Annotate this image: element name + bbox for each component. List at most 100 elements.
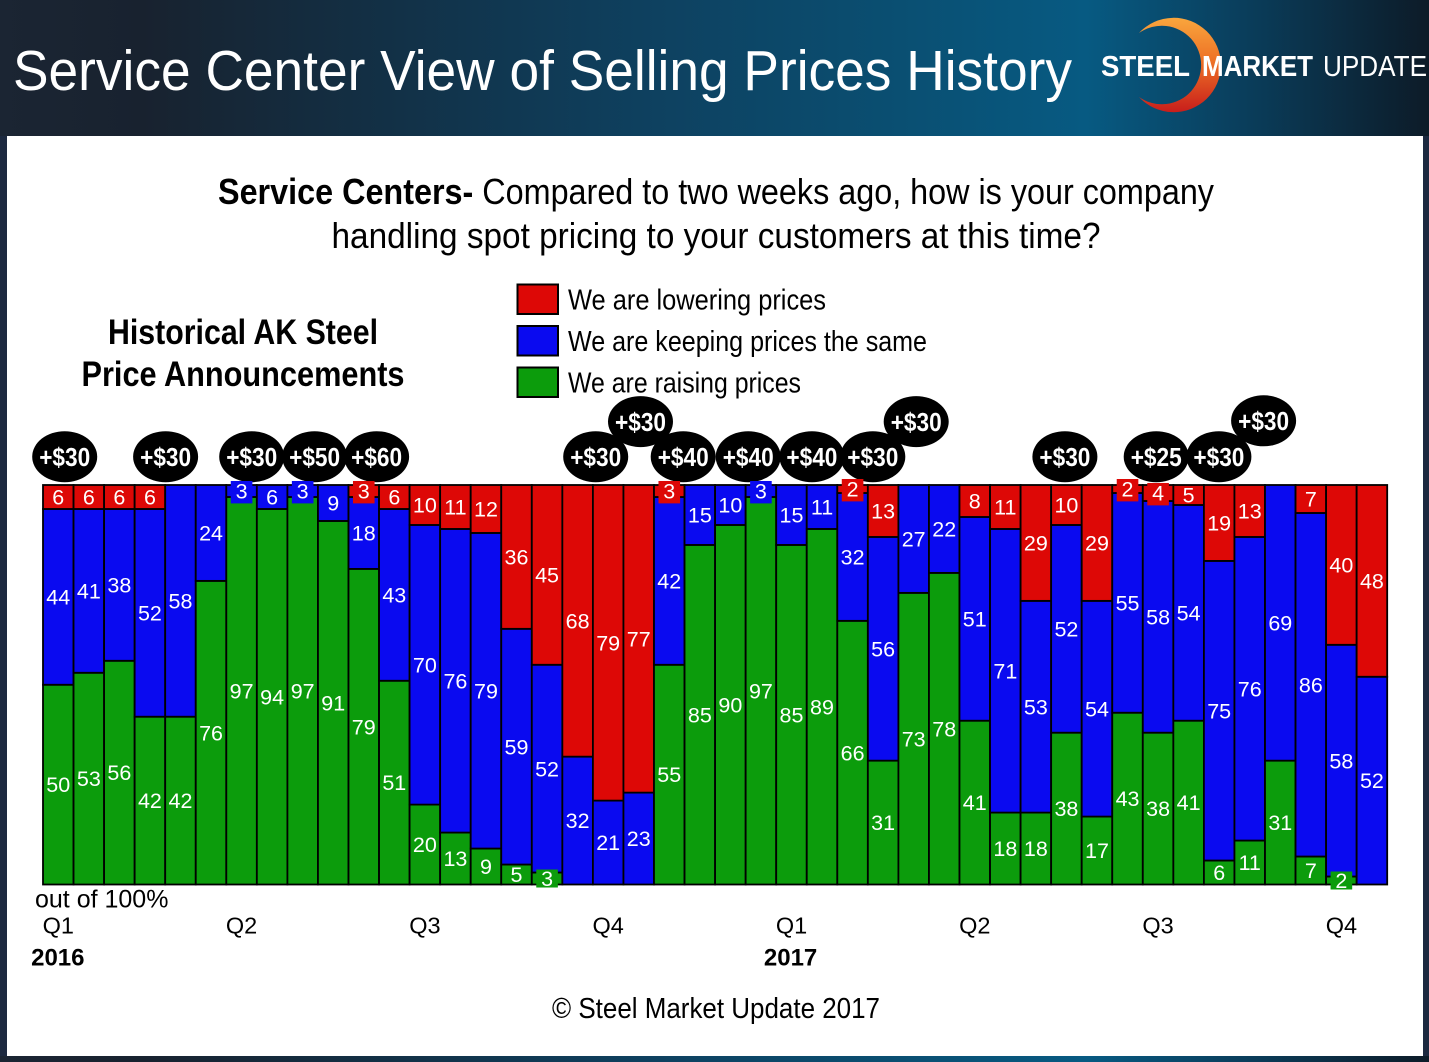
svg-text:UPDATE: UPDATE [1323,51,1427,83]
svg-text:52: 52 [535,757,559,781]
svg-text:11: 11 [811,496,833,520]
svg-text:75: 75 [1207,699,1231,723]
svg-text:73: 73 [902,727,926,751]
svg-text:66: 66 [841,741,865,765]
svg-text:53: 53 [77,767,101,791]
svg-text:79: 79 [352,715,376,739]
svg-text:3: 3 [297,480,309,504]
svg-text:+$25: +$25 [1131,444,1182,472]
svg-text:© Steel Market Update 2017: © Steel Market Update 2017 [552,993,880,1025]
svg-text:+$40: +$40 [786,444,837,472]
svg-text:We are lowering prices: We are lowering prices [568,285,826,317]
svg-text:+$30: +$30 [1238,408,1289,436]
svg-text:42: 42 [138,789,162,813]
svg-text:32: 32 [841,546,865,570]
svg-text:51: 51 [382,771,406,795]
svg-text:+$30: +$30 [891,409,942,437]
svg-text:68: 68 [566,609,590,633]
svg-text:86: 86 [1299,673,1323,697]
svg-text:+$40: +$40 [723,444,774,472]
svg-text:+$30: +$30 [615,409,666,437]
svg-text:7: 7 [1305,488,1317,512]
svg-text:3: 3 [755,480,767,504]
svg-text:31: 31 [1268,811,1292,835]
svg-text:13: 13 [1238,500,1262,524]
svg-text:11: 11 [1239,851,1261,875]
svg-text:handling spot pricing to your: handling spot pricing to your customers … [332,215,1101,256]
svg-text:6: 6 [113,486,125,510]
svg-text:29: 29 [1085,532,1109,556]
svg-text:+$30: +$30 [1039,444,1090,472]
svg-text:85: 85 [688,703,712,727]
svg-text:69: 69 [1268,611,1292,635]
svg-text:8: 8 [969,490,981,514]
svg-text:76: 76 [199,721,223,745]
svg-text:52: 52 [138,601,162,625]
svg-text:71: 71 [993,659,1017,683]
svg-text:42: 42 [169,789,193,813]
svg-text:3: 3 [541,867,553,891]
svg-text:Q3: Q3 [409,913,440,939]
svg-text:97: 97 [291,679,315,703]
svg-text:5: 5 [511,863,523,887]
svg-text:13: 13 [871,500,895,524]
svg-text:9: 9 [327,492,339,516]
svg-text:3: 3 [663,480,675,504]
svg-text:22: 22 [932,518,956,542]
svg-text:10: 10 [1054,494,1078,518]
svg-text:6: 6 [144,486,156,510]
svg-text:out of 100%: out of 100% [35,886,168,914]
svg-text:56: 56 [107,761,131,785]
svg-text:Q1: Q1 [776,913,807,939]
svg-text:24: 24 [199,522,223,546]
svg-text:58: 58 [1329,749,1353,773]
svg-text:38: 38 [107,573,131,597]
svg-text:54: 54 [1177,601,1201,625]
svg-text:15: 15 [688,504,712,528]
svg-text:97: 97 [230,679,254,703]
svg-text:2017: 2017 [764,945,817,972]
svg-text:6: 6 [1213,861,1225,885]
svg-text:77: 77 [627,627,651,651]
svg-text:59: 59 [505,735,529,759]
svg-text:7: 7 [1305,859,1317,883]
svg-text:Q1: Q1 [43,913,74,939]
svg-text:36: 36 [505,546,529,570]
svg-text:29: 29 [1024,532,1048,556]
svg-text:42: 42 [657,569,681,593]
svg-text:6: 6 [83,486,95,510]
svg-text:51: 51 [963,607,987,631]
svg-text:19: 19 [1207,512,1231,536]
svg-text:45: 45 [535,563,559,587]
svg-text:STEEL: STEEL [1101,51,1190,83]
svg-text:85: 85 [780,703,804,727]
svg-text:27: 27 [902,528,926,552]
svg-text:Q4: Q4 [593,913,624,939]
svg-text:10: 10 [413,494,437,518]
svg-text:79: 79 [596,631,620,655]
svg-text:94: 94 [260,685,284,709]
svg-text:Q4: Q4 [1326,913,1357,939]
svg-text:15: 15 [780,504,804,528]
svg-text:6: 6 [388,486,400,510]
svg-text:5: 5 [1183,484,1195,508]
svg-text:2: 2 [1122,478,1134,502]
svg-text:+$30: +$30 [39,444,90,472]
svg-text:17: 17 [1085,839,1109,863]
svg-text:40: 40 [1329,554,1353,578]
svg-text:2016: 2016 [31,945,84,972]
svg-text:2: 2 [1335,869,1347,893]
svg-text:56: 56 [871,637,895,661]
svg-text:90: 90 [718,693,742,717]
svg-text:11: 11 [444,496,466,520]
svg-text:4: 4 [1152,482,1164,506]
svg-text:We are raising prices: We are raising prices [568,368,801,400]
svg-text:79: 79 [474,679,498,703]
svg-text:+$60: +$60 [351,444,402,472]
svg-text:+$30: +$30 [1193,444,1244,472]
svg-text:50: 50 [46,773,70,797]
svg-text:41: 41 [77,579,101,603]
svg-text:2: 2 [847,478,859,502]
svg-text:Service Center View of Selling: Service Center View of Selling Prices Hi… [13,39,1072,103]
svg-text:23: 23 [627,827,651,851]
